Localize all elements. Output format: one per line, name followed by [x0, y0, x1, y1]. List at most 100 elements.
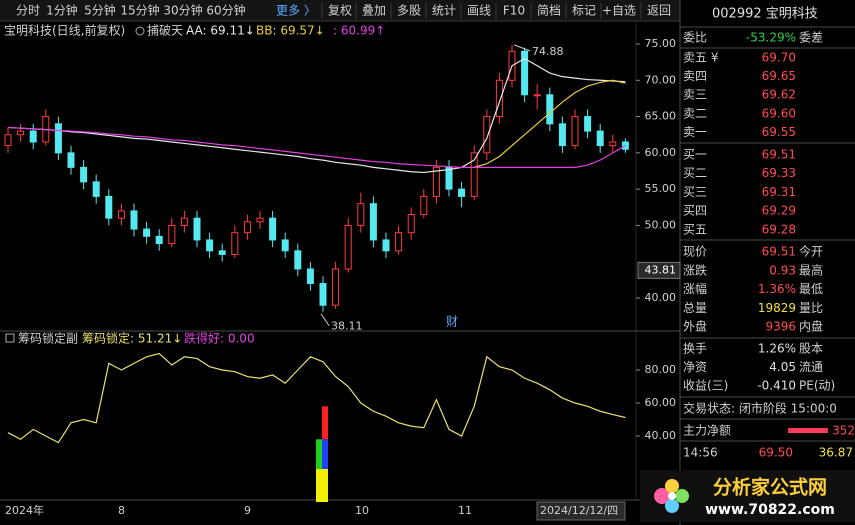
candle-body: [130, 210, 138, 230]
candle-body: [193, 217, 201, 241]
period-tab[interactable]: 5分钟: [84, 3, 116, 18]
period-tab[interactable]: 60分钟: [206, 3, 245, 18]
row-label: 委比: [683, 31, 707, 45]
low-label: 38.11: [331, 320, 363, 333]
candle-body: [458, 188, 466, 197]
main-force-value: 352: [832, 424, 855, 438]
candle-body: [495, 79, 503, 118]
y-tick-label: 60.00: [645, 396, 677, 409]
y-tick-label: 40.00: [645, 291, 677, 304]
y-tick-label: 65.00: [645, 110, 677, 123]
row-value: 69.62: [762, 88, 796, 102]
row-label: 最低: [799, 282, 823, 296]
candle-body: [483, 116, 491, 154]
toolbar-button[interactable]: 多股: [397, 4, 421, 18]
indicator-name: 捕破天: [147, 23, 183, 38]
row-label: 买一: [683, 148, 707, 162]
chart-title: 宝明科技(日线,前复权): [4, 23, 125, 38]
high-pointer: [513, 44, 531, 52]
toolbar-button[interactable]: 叠加: [362, 4, 386, 18]
high-label: 74.88: [532, 45, 564, 58]
toolbar-button[interactable]: 复权: [328, 4, 352, 18]
row-value: 69.65: [762, 69, 796, 83]
legend-entry: AA: 69.11↓: [186, 24, 255, 38]
candle-body: [231, 232, 239, 255]
row-label: 买三: [683, 185, 707, 199]
period-tab[interactable]: 1分钟: [46, 3, 78, 18]
row-label: 买四: [683, 204, 707, 218]
logo-title: 分析家公式网: [713, 476, 827, 499]
candle-body: [92, 181, 100, 197]
row-label: 卖一: [683, 125, 707, 139]
candle-body: [395, 232, 403, 252]
candle-body: [80, 166, 88, 183]
candle-body: [243, 221, 251, 234]
more-tab[interactable]: 更多 〉: [276, 4, 316, 18]
row-label: 净资: [683, 360, 707, 374]
y-tick-label: 50.00: [645, 218, 677, 231]
tick-volume: 36.87: [819, 446, 853, 460]
ma-line: [7, 126, 626, 168]
toolbar-button[interactable]: 标记: [572, 4, 596, 18]
logo: 分析家公式网 www.70822.com: [640, 470, 855, 522]
cursor-price-box: [637, 261, 681, 279]
logo-petal: [654, 488, 670, 504]
low-pointer: [320, 313, 330, 326]
row-value: 69.28: [762, 222, 796, 236]
x-label: 11: [458, 504, 472, 517]
period-tab[interactable]: 分时: [16, 4, 40, 18]
toolbar-button[interactable]: +自选: [602, 4, 636, 18]
legend-entry: 跌得好: 0.00: [184, 331, 255, 346]
candle-body: [332, 268, 340, 306]
row-label: 换手: [683, 342, 707, 356]
toolbar-button[interactable]: 统计: [432, 4, 456, 18]
candle-body: [54, 123, 62, 154]
legend-entry: : 60.99↑: [333, 24, 385, 38]
row-value: 1.26%: [758, 342, 796, 356]
row-label: 今开: [799, 244, 823, 259]
candle-body: [256, 217, 264, 223]
y-tick-label: 80.00: [645, 363, 677, 376]
toolbar-button[interactable]: 简档: [537, 4, 561, 18]
row-value: 69.33: [762, 166, 796, 180]
period-tab[interactable]: 30分钟: [163, 3, 202, 18]
y-tick-label: 75.00: [645, 37, 677, 50]
row-label: 收益(三): [683, 379, 728, 393]
row-label: 现价: [683, 245, 707, 259]
x-label: 2024/12/12/四: [540, 504, 618, 517]
row-label: PE(动): [799, 379, 835, 393]
row-label: 总量: [683, 301, 707, 315]
toolbar-button[interactable]: 画线: [467, 4, 491, 18]
row-value: 69.31: [762, 185, 796, 199]
candle-body: [533, 94, 541, 97]
x-label: 8: [118, 504, 125, 517]
candle-body: [306, 268, 314, 284]
candle-body: [357, 203, 365, 226]
row-label: 卖四: [683, 69, 707, 83]
candle-body: [168, 224, 176, 245]
candle-body: [546, 94, 554, 125]
toolbar-button[interactable]: F10: [503, 4, 525, 18]
toolbar-button[interactable]: 返回: [647, 4, 671, 18]
row-label: 涨跌: [683, 262, 707, 277]
logo-petal: [675, 489, 689, 503]
y-tick-label: 55.00: [645, 182, 677, 195]
row-value: 4.05: [769, 360, 796, 374]
indicator-line: [7, 352, 626, 444]
trade-status: 交易状态: 闭市阶段 15:00:0: [683, 401, 837, 416]
logo-petal: [665, 479, 679, 493]
quote-title: 002992 宝明科技: [712, 7, 818, 22]
y-tick-label: 40.00: [645, 429, 677, 442]
pane-title: 筹码锁定副: [18, 331, 78, 346]
candle-body: [17, 130, 25, 136]
candle-body: [420, 195, 428, 216]
period-tab[interactable]: 15分钟: [120, 3, 159, 18]
row-label: 股本: [799, 342, 823, 356]
stack-segment: [316, 469, 322, 502]
row-value: -0.410: [757, 379, 796, 393]
date-box: [536, 501, 626, 521]
candle-body: [571, 116, 579, 147]
candle-body: [180, 217, 188, 226]
